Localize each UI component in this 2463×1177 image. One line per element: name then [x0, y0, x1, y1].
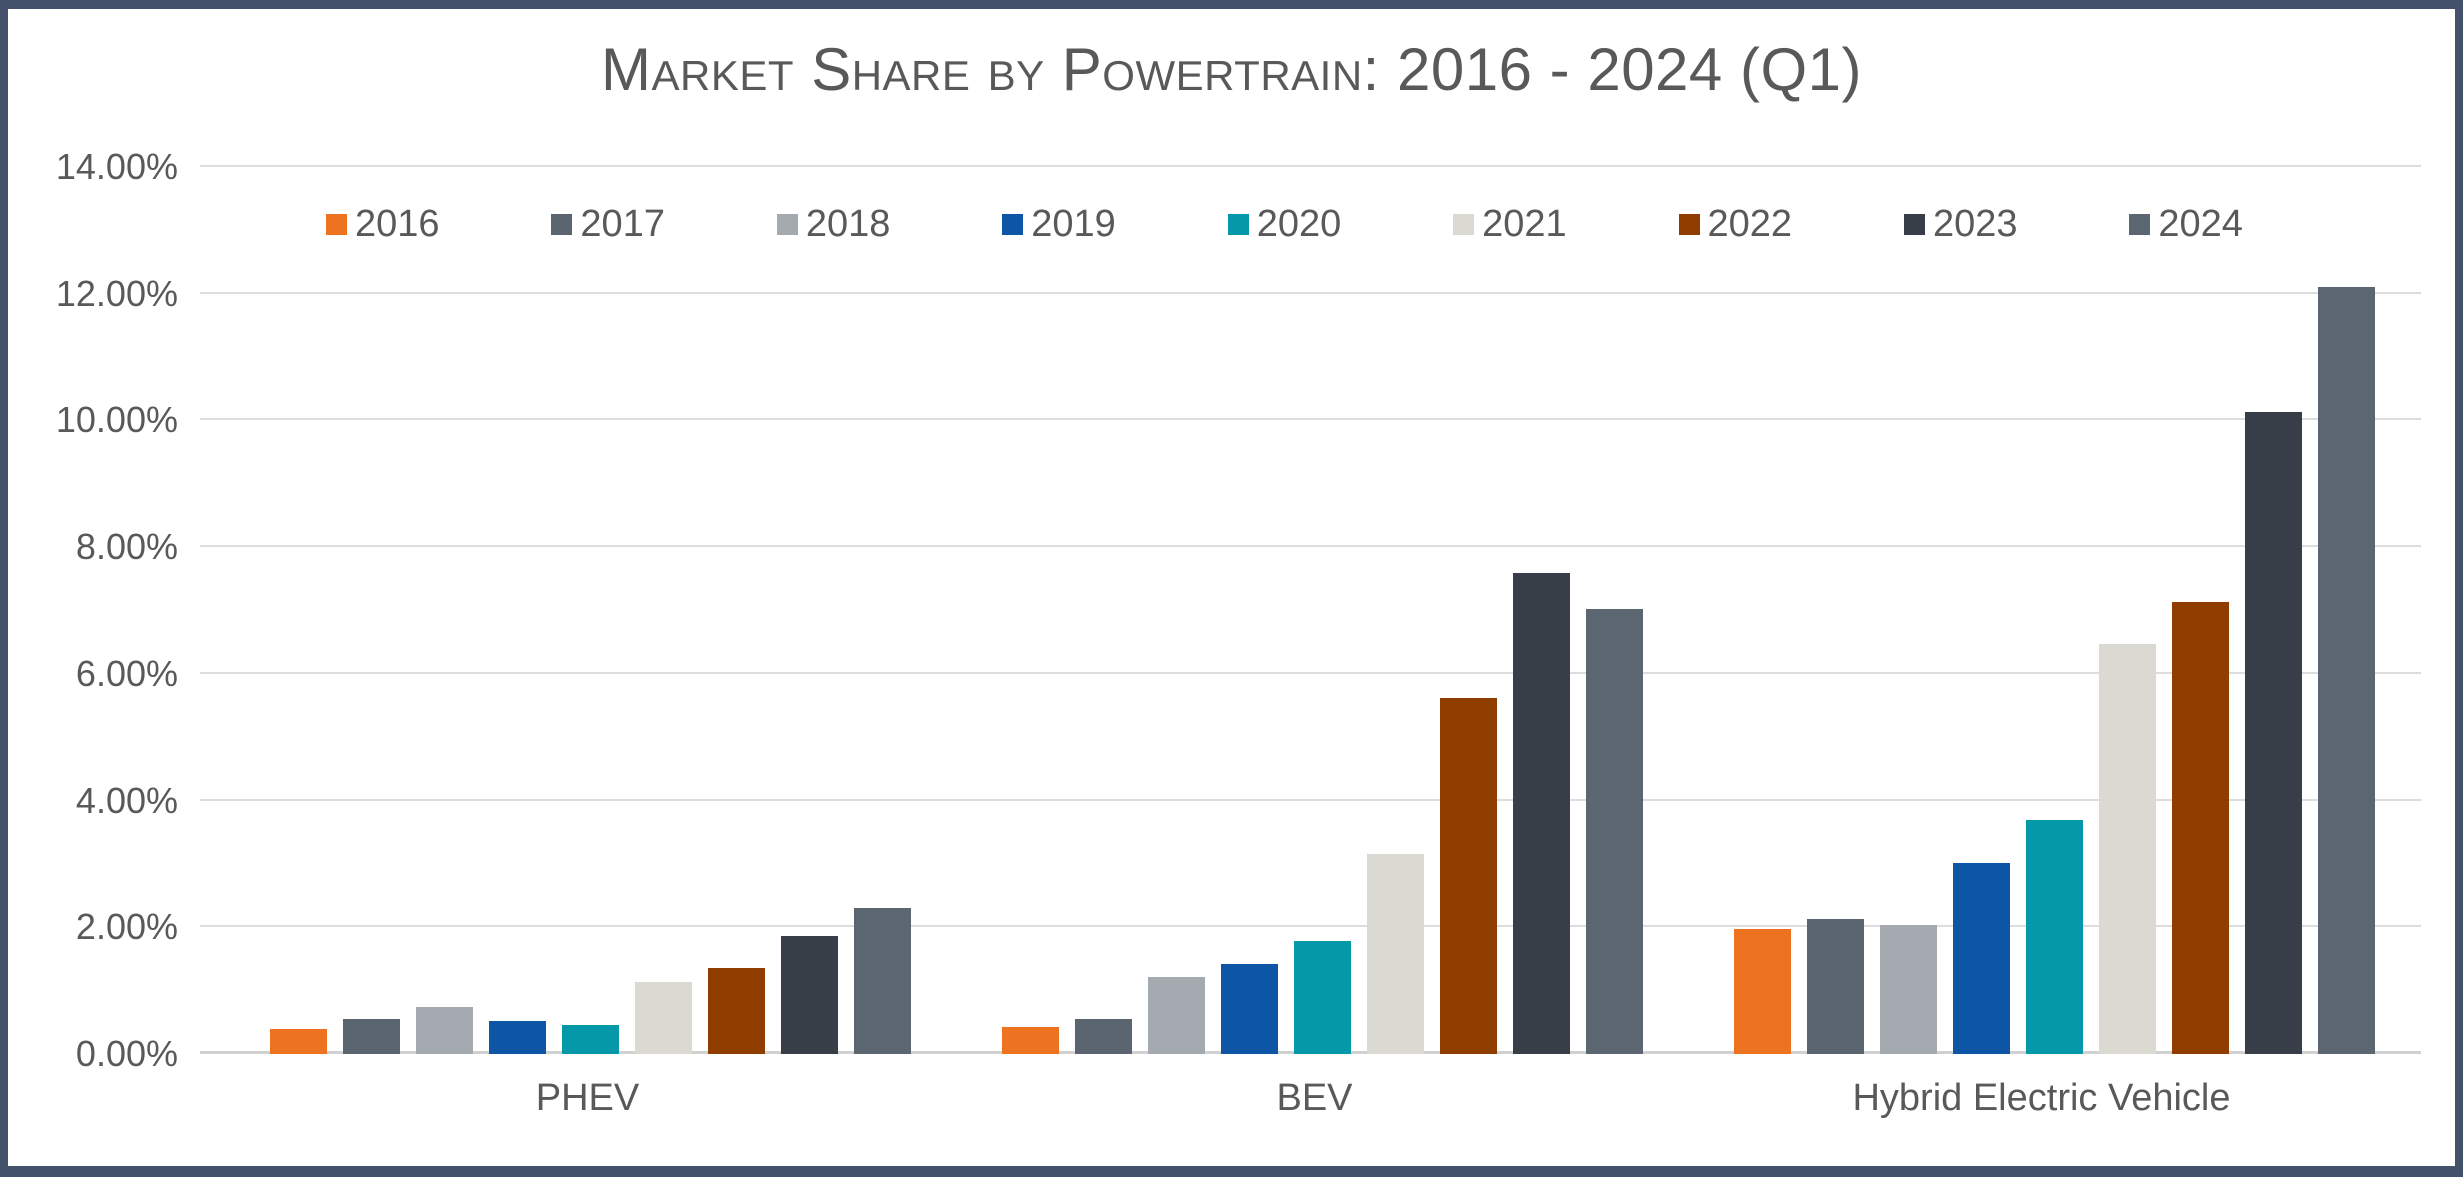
bar-2021-PHEV	[634, 981, 692, 1054]
legend-item: 2019	[1002, 205, 1116, 243]
bar-2019-PHEV	[488, 1021, 546, 1054]
legend-swatch	[2129, 213, 2151, 235]
y-axis-label: 10.00%	[55, 399, 178, 441]
x-axis-label: Hybrid Electric Vehicle	[1852, 1077, 2231, 1119]
legend-swatch	[1453, 213, 1475, 235]
legend-swatch	[776, 213, 798, 235]
gridline	[200, 418, 2421, 421]
legend-swatch	[1002, 213, 1024, 235]
bar-2017-BEV	[1074, 1018, 1132, 1054]
bar-group	[1689, 167, 2421, 1054]
legend-label: 2019	[1031, 203, 1116, 245]
bars-layer	[224, 167, 2421, 1054]
y-axis-label: 0.00%	[75, 1033, 178, 1074]
legend-item: 2022	[1678, 203, 1793, 245]
bar-2019-Hybrid Electric Vehicle	[1953, 862, 2011, 1054]
bar-2024-PHEV	[853, 908, 911, 1054]
gridline	[200, 545, 2421, 548]
bar-2020-Hybrid Electric Vehicle	[2026, 819, 2084, 1054]
chart-title: Market Share by Powertrain: 2016 - 2024 …	[601, 36, 1862, 103]
bar-2016-PHEV	[269, 1028, 327, 1054]
gridline	[200, 798, 2421, 801]
bar-group	[224, 167, 956, 1054]
legend-swatch	[1227, 213, 1249, 235]
bar-2016-BEV	[1001, 1027, 1059, 1054]
bar-group	[956, 167, 1688, 1054]
legend-item: 2024	[2129, 205, 2243, 243]
bar-2020-PHEV	[561, 1024, 619, 1054]
bar-2018-BEV	[1147, 976, 1205, 1054]
legend-label: 2017	[580, 203, 665, 245]
bar-2024-Hybrid Electric Vehicle	[2318, 286, 2376, 1054]
legend-swatch	[326, 213, 347, 235]
legend-item: 2020	[1227, 203, 1342, 245]
bar-2016-Hybrid Electric Vehicle	[1734, 929, 1792, 1054]
legend-label: 2023	[1932, 203, 2018, 245]
y-axis-label: 2.00%	[75, 906, 178, 948]
legend-item: 2016	[326, 205, 440, 243]
legend-item: 2023	[1903, 203, 2018, 245]
x-axis-labels: PHEV BEV Hybrid Electric Vehicle	[224, 1077, 2405, 1120]
bar-2022-Hybrid Electric Vehicle	[2172, 601, 2230, 1054]
bar-2018-Hybrid Electric Vehicle	[1880, 924, 1938, 1054]
plot-area: 0.00% 2.00% 4.00% 6.00% 8.00% 10.00% 12.00% 14.…	[56, 146, 2421, 1074]
legend-label: 2024	[2158, 203, 2243, 245]
bar-2024-BEV	[1585, 608, 1643, 1054]
gridline	[200, 925, 2421, 928]
bar-2018-PHEV	[415, 1007, 473, 1054]
bar-2023-PHEV	[780, 935, 838, 1054]
legend-label: 2022	[1707, 203, 1793, 245]
legend-label: 2018	[805, 203, 891, 245]
y-axis-label: 6.00%	[75, 652, 178, 694]
legend-swatch	[1903, 213, 1925, 235]
bar-2021-Hybrid Electric Vehicle	[2099, 644, 2157, 1054]
legend-item: 2018	[776, 203, 891, 245]
y-axis-label: 12.00%	[55, 272, 178, 314]
y-axis-label: 4.00%	[75, 779, 178, 821]
bar-2017-Hybrid Electric Vehicle	[1807, 919, 1865, 1054]
bar-2017-PHEV	[342, 1019, 400, 1054]
gridline	[200, 671, 2421, 674]
bar-2022-BEV	[1439, 697, 1497, 1054]
gridline	[200, 291, 2421, 294]
bar-2023-BEV	[1512, 572, 1570, 1054]
x-axis-label: PHEV	[535, 1077, 640, 1119]
bar-2020-BEV	[1293, 940, 1351, 1054]
bar-2022-PHEV	[707, 968, 765, 1054]
legend-label: 2020	[1256, 203, 1342, 245]
legend-item: 2017	[551, 205, 665, 243]
gridline	[200, 165, 2421, 167]
legend-label: 2021	[1482, 203, 1567, 245]
y-axis-label: 14.00%	[55, 146, 178, 187]
legend-swatch	[551, 213, 573, 235]
bar-2021-BEV	[1366, 854, 1424, 1054]
bar-2023-Hybrid Electric Vehicle	[2245, 411, 2303, 1054]
legend-item: 2021	[1453, 205, 1567, 243]
legend-swatch	[1678, 213, 1700, 235]
legend-label: 2016	[355, 203, 440, 245]
bar-2019-BEV	[1220, 964, 1278, 1054]
x-axis-label: BEV	[1276, 1077, 1353, 1119]
y-axis-label: 8.00%	[75, 526, 178, 568]
legend: 2016 2017 2018 2019 2020 2021 2022 2023 2024	[326, 205, 2243, 243]
